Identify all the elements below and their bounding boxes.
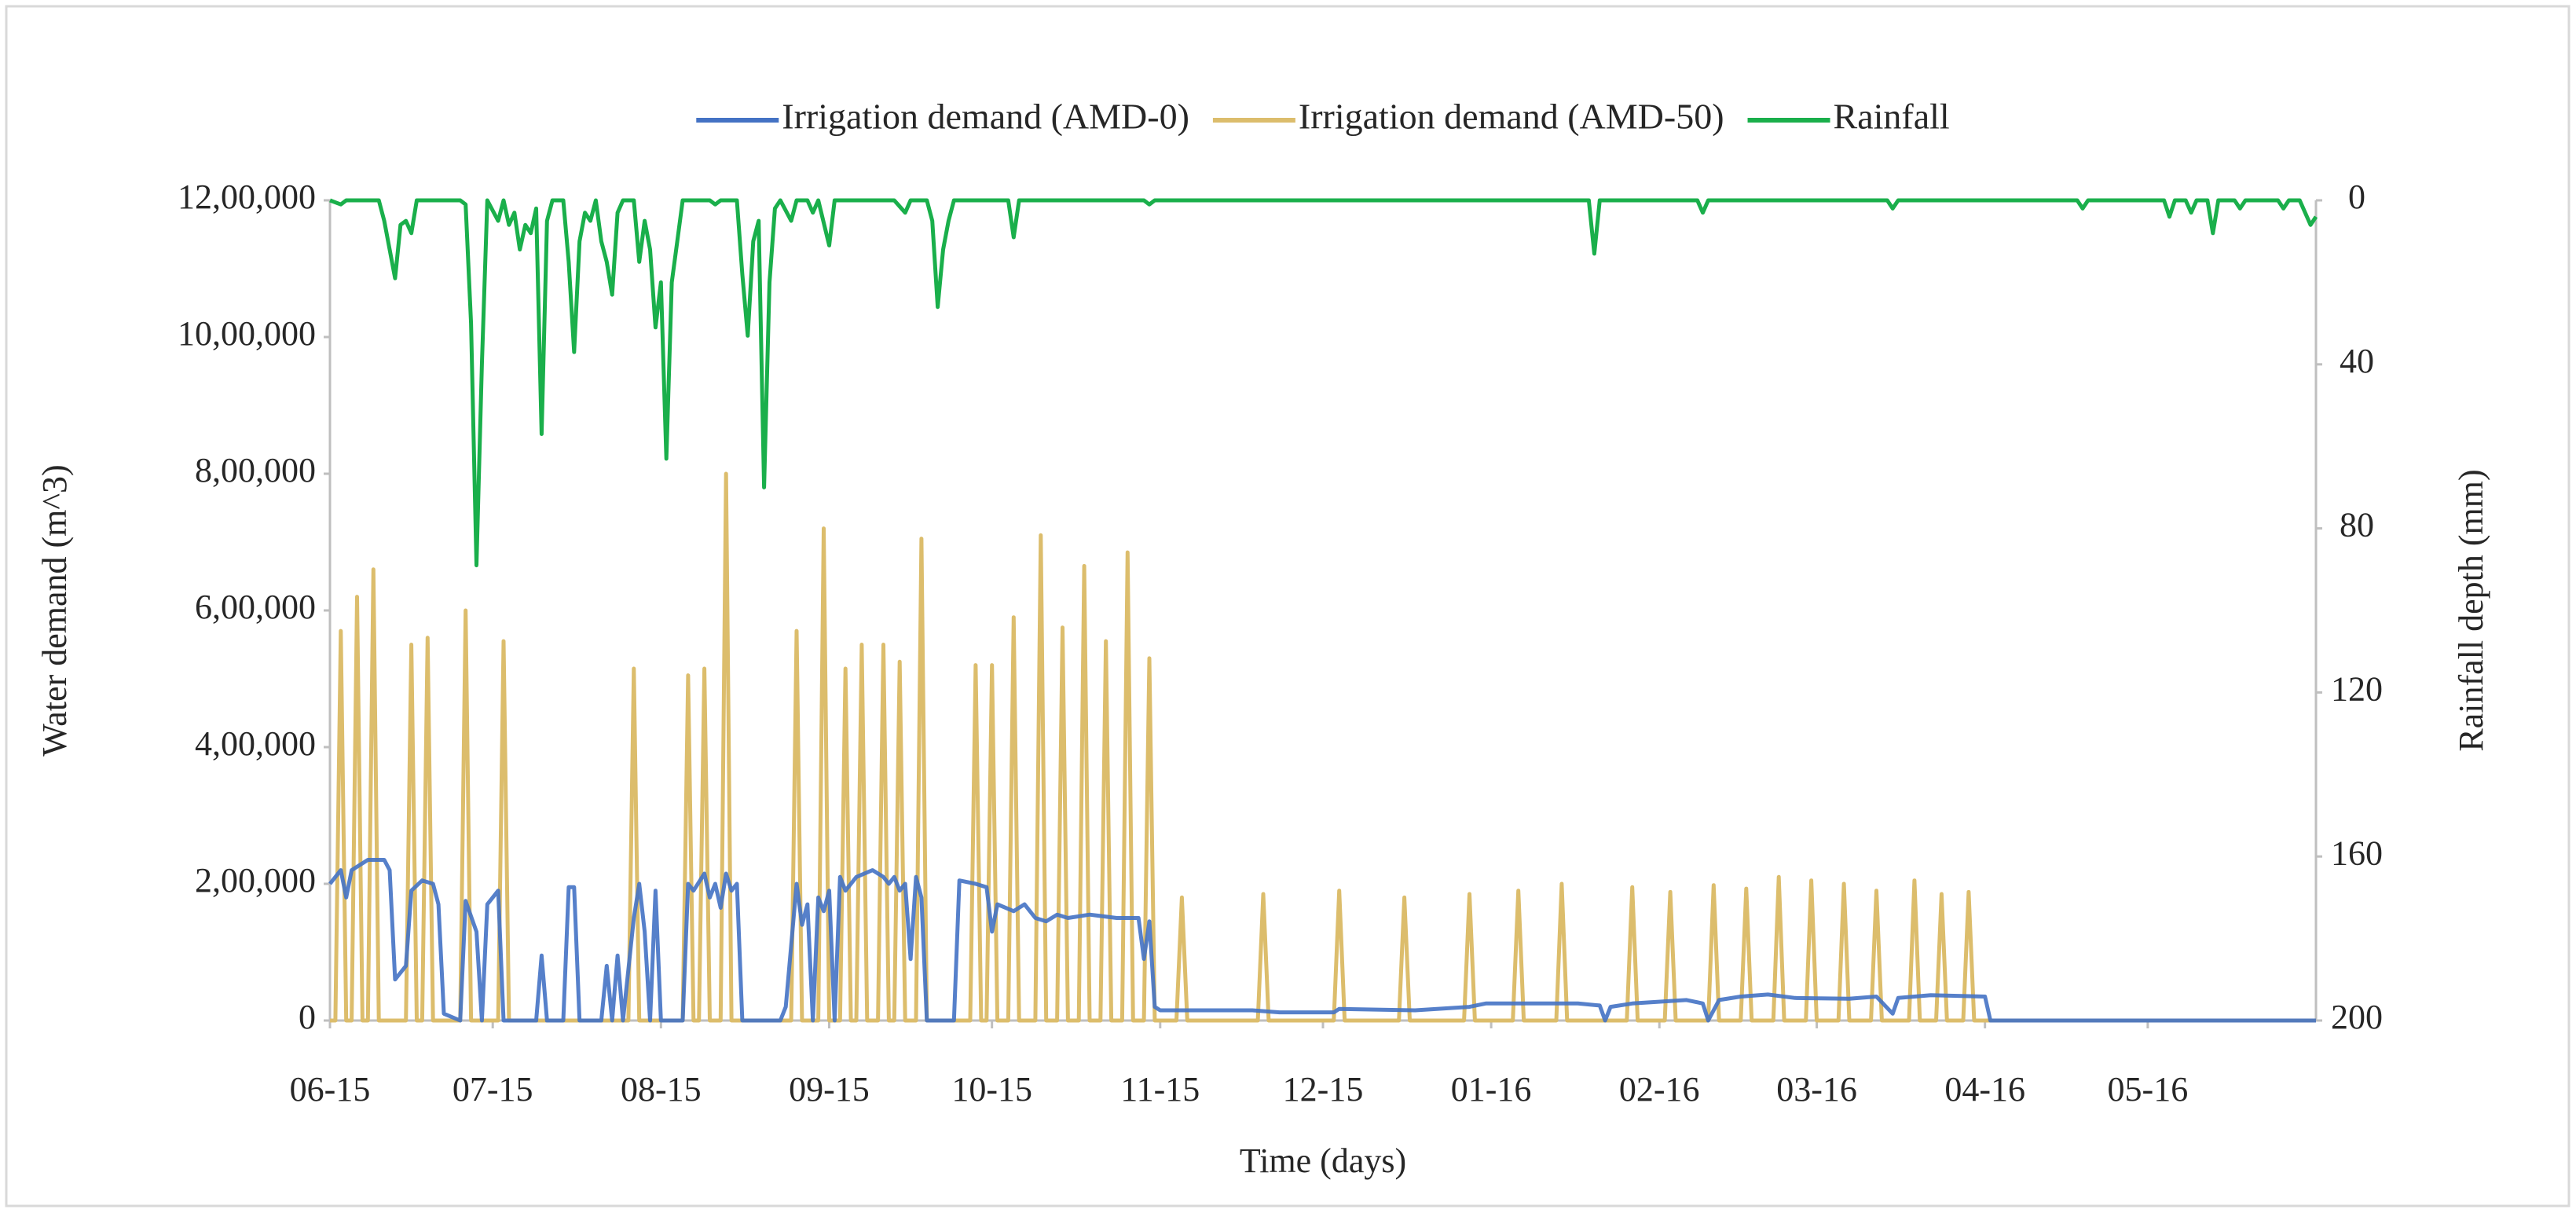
- x-tick-label: 04-16: [1944, 1070, 2025, 1109]
- y2-tick-label: 200: [2331, 998, 2383, 1036]
- x-tick-label: 02-16: [1619, 1070, 1700, 1109]
- x-tick-label: 12-15: [1283, 1070, 1364, 1109]
- x-tick-label: 09-15: [789, 1070, 870, 1109]
- y-tick-label: 0: [299, 998, 316, 1036]
- y-tick-label: 6,00,000: [195, 588, 316, 626]
- legend-label: Irrigation demand (AMD-0): [782, 97, 1189, 137]
- y-tick-label: 2,00,000: [195, 861, 316, 900]
- y2-tick-label: 0: [2348, 178, 2365, 216]
- x-tick-label: 03-16: [1776, 1070, 1857, 1109]
- data-line: [330, 471, 2316, 1023]
- x-axis-title: Time (days): [1240, 1142, 1406, 1180]
- data-line: [328, 858, 2316, 1023]
- x-tick-label: 10-15: [951, 1070, 1032, 1109]
- legend-label: Rainfall: [1834, 97, 1950, 137]
- y-tick-label: 4,00,000: [195, 724, 316, 763]
- x-tick-label: 05-16: [2108, 1070, 2189, 1109]
- y-tick-label: 8,00,000: [195, 451, 316, 489]
- x-tick-label: 07-15: [453, 1070, 533, 1109]
- x-tick-label: 11-15: [1120, 1070, 1200, 1109]
- y2-tick-label: 120: [2331, 669, 2383, 708]
- x-tick-label: 06-15: [290, 1070, 371, 1109]
- y2-tick-label: 80: [2340, 506, 2374, 544]
- y2-tick-label: 40: [2340, 342, 2374, 380]
- legend-label: Irrigation demand (AMD-50): [1299, 97, 1724, 137]
- y-tick-label: 12,00,000: [178, 178, 316, 216]
- y-tick-label: 10,00,000: [178, 314, 316, 353]
- y2-tick-label: 160: [2331, 834, 2383, 872]
- chart-border: [5, 5, 2571, 1208]
- y2-axis-title: Rainfall depth (mm): [2452, 469, 2490, 751]
- x-tick-label: 01-16: [1451, 1070, 1532, 1109]
- y-axis-title: Water demand (m^3): [35, 464, 74, 756]
- data-line: [329, 198, 2318, 568]
- x-tick-label: 08-15: [621, 1070, 702, 1109]
